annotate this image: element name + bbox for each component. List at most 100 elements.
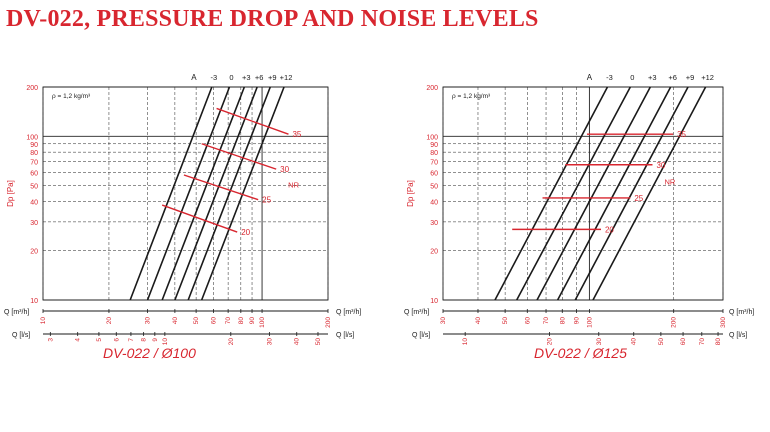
nr-line [201, 143, 277, 170]
x-axis-label-left: Q [m³/h] [4, 309, 29, 316]
y-axis-label: Dp [Pa] [406, 180, 415, 207]
series-line [592, 86, 707, 301]
x-tick-label: 20 [106, 317, 113, 325]
nr-label: NR [664, 177, 675, 186]
y-tick-label: 200 [26, 85, 38, 92]
x-tick-label: 90 [574, 317, 581, 325]
series-header-label: A [191, 73, 197, 82]
nr-curves: 20 25 30 35 NR [161, 107, 302, 237]
density-note: ρ = 1,2 kg/m³ [52, 93, 91, 100]
series-line [494, 86, 609, 301]
x-tick-label: 90 [249, 317, 256, 325]
x-tick-label: 40 [475, 317, 482, 325]
series-label: -3 [211, 73, 218, 82]
ls-axis-label-right: Q [l/s] [729, 332, 747, 339]
y-tick-label: 20 [30, 249, 38, 256]
series-line [187, 86, 272, 301]
series-line [174, 86, 258, 301]
ls-tick-label: 50 [315, 338, 322, 346]
ls-tick-label: 3 [47, 338, 54, 342]
nr-value-label: 25 [634, 194, 643, 203]
x-tick-label: 30 [145, 317, 152, 325]
ls-axis-label-right: Q [l/s] [336, 332, 354, 339]
series-label: 0 [630, 73, 634, 82]
ls-tick-label: 40 [294, 338, 301, 346]
series-line [146, 86, 231, 301]
series-line [129, 86, 213, 301]
series-label: +3 [242, 73, 251, 82]
ls-tick-label: 10 [462, 338, 469, 346]
ls-tick-label: 7 [128, 338, 135, 342]
ls-tick-label: 6 [113, 338, 120, 342]
x-tick-label: 100 [586, 317, 593, 328]
x-tick-label: 50 [193, 317, 200, 325]
series-line [574, 86, 689, 301]
ls-tick-label: 30 [596, 338, 603, 346]
ls-tick-label: 80 [715, 338, 722, 346]
y-tick-label: 20 [430, 249, 438, 256]
x-grid [42, 87, 329, 300]
x-axis-label-left: Q [m³/h] [404, 309, 429, 316]
nr-value-label: 30 [280, 165, 289, 174]
ls-tick-label: 5 [96, 338, 103, 342]
series-line [556, 86, 672, 301]
y-tick-label: 10 [430, 298, 438, 305]
y-tick-label: 30 [430, 220, 438, 227]
series-label: +12 [701, 73, 714, 82]
series-label: +9 [268, 73, 277, 82]
series-line [200, 86, 285, 301]
y-tick-label: 100 [26, 134, 38, 141]
ls-tick-label: 20 [228, 338, 235, 346]
x-axis-ls: 3 4 5 6 7 8 9 10 20 30 40 50 Q [l/s] Q [l/s] [12, 332, 354, 345]
y-tick-label: 40 [430, 199, 438, 206]
y-tick-label: 30 [30, 220, 38, 227]
series-line [161, 86, 246, 301]
ls-tick-label: 60 [680, 338, 687, 346]
x-tick-label: 200 [671, 317, 678, 328]
x-tick-label: 300 [720, 317, 727, 328]
y-tick-label: 80 [430, 150, 438, 157]
x-axis-label-right: Q [m³/h] [729, 309, 754, 316]
series-label: +9 [686, 73, 695, 82]
nr-line [183, 174, 259, 201]
nr-value-label: 35 [677, 130, 686, 139]
x-tick-label: 200 [325, 317, 332, 328]
y-tick-label: 70 [430, 160, 438, 167]
y-tick-label: 50 [30, 184, 38, 191]
ls-tick-label: 40 [631, 338, 638, 346]
nr-curves: 20 25 30 35 NR [512, 130, 687, 234]
x-tick-label: 70 [225, 317, 232, 325]
nr-value-label: 20 [605, 225, 614, 234]
ls-tick-label: 70 [699, 338, 706, 346]
y-tick-label: 60 [430, 171, 438, 178]
y-tick-label: 80 [30, 150, 38, 157]
series-label: -3 [606, 73, 613, 82]
page-title: DV-022, PRESSURE DROP AND NOISE LEVELS [6, 6, 539, 32]
x-axis-m3h: 10 20 30 40 50 60 70 80 90 100 200 Q [m³/h] Q [m³/h] [4, 309, 361, 328]
x-tick-label: 10 [40, 317, 47, 325]
series-label: 0 [229, 73, 233, 82]
series-lines: A -3 0 +3 +6 +9 +12 [129, 73, 293, 301]
y-tick-label: 60 [30, 171, 38, 178]
chart-caption-d125: DV-022 / Ø125 [534, 345, 627, 361]
plot-frame [442, 86, 724, 301]
ls-tick-label: 30 [266, 338, 273, 346]
y-tick-label: 90 [430, 142, 438, 149]
ls-axis-label-left: Q [l/s] [412, 332, 430, 339]
series-label: +12 [280, 73, 293, 82]
series-header-label: A [587, 73, 593, 82]
x-tick-label: 30 [440, 317, 447, 325]
y-tick-label: 10 [30, 298, 38, 305]
ls-axis-label-left: Q [l/s] [12, 332, 30, 339]
x-axis-ls: 10 20 30 40 50 60 70 80 Q [l/s] Q [l/s] [412, 332, 747, 345]
y-tick-label: 100 [426, 134, 438, 141]
x-tick-label: 50 [502, 317, 509, 325]
plot-frame [42, 86, 329, 301]
ls-tick-label: 20 [546, 338, 553, 346]
